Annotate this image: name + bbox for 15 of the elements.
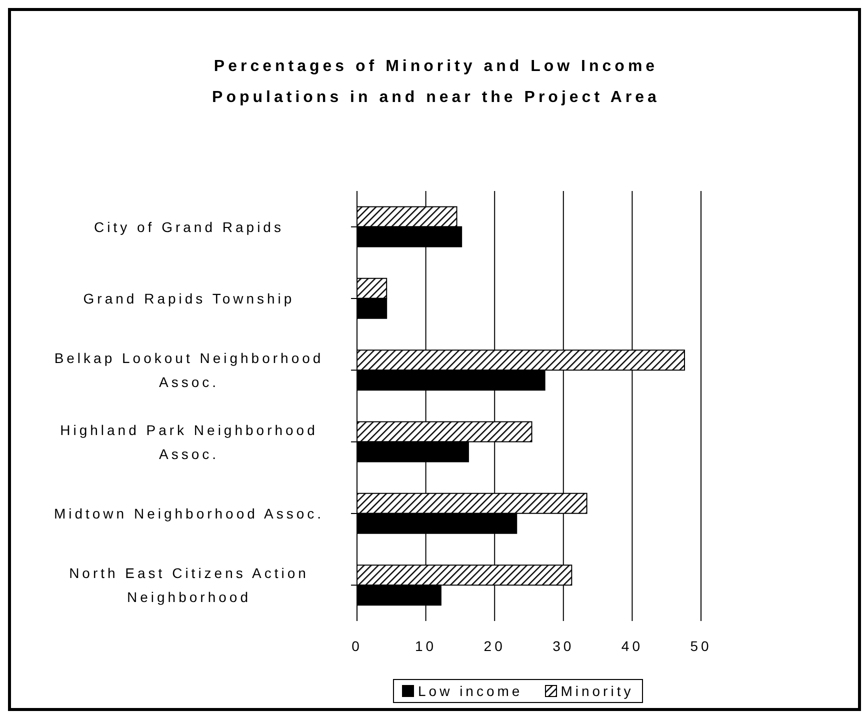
y-tick-label: City of Grand Rapids: [94, 218, 284, 235]
x-tick-label: 40: [621, 638, 643, 654]
y-tick-label: Highland Park Neighborhood Assoc.: [60, 422, 318, 462]
legend-label: Low income: [417, 683, 523, 699]
y-tick-label: Belkap Lookout Neighborhood Assoc.: [54, 350, 324, 390]
x-tick-label: 10: [415, 638, 437, 654]
chart-title: Percentages of Minority and Low Income Populations in and near the Project Area: [211, 57, 661, 108]
x-tick-label: 30: [552, 638, 574, 654]
y-tick-label: North East Citizens Action Neighborhood: [69, 565, 309, 606]
y-tick-label: Midtown Neighborhood Assoc.: [54, 506, 324, 522]
y-tick-label: Grand Rapids Township: [83, 290, 295, 306]
legend-label: Minority: [560, 683, 634, 699]
x-tick-label: 0: [352, 638, 362, 654]
x-tick-label: 50: [690, 638, 712, 654]
x-tick-label: 20: [484, 638, 506, 654]
